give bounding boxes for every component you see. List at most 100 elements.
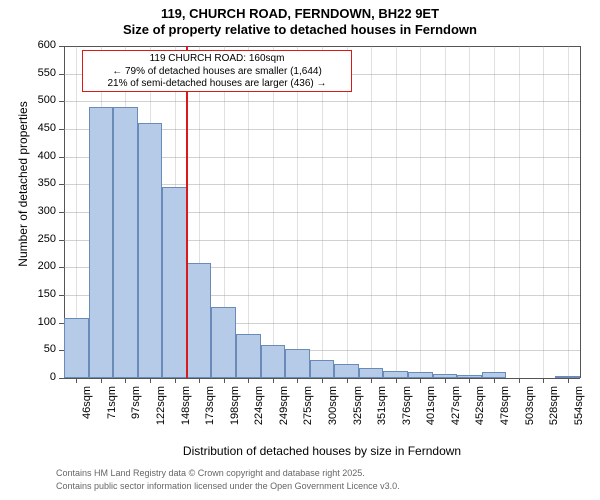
- y-tick-label: 200: [16, 260, 56, 272]
- histogram-bar: [138, 123, 163, 378]
- y-tick: [59, 212, 64, 213]
- x-tick-label: 351sqm: [376, 386, 388, 436]
- y-tick: [59, 295, 64, 296]
- vgridline: [568, 46, 569, 378]
- x-tick-label: 478sqm: [499, 386, 511, 436]
- annotation-line3: 21% of semi-detached houses are larger (…: [89, 78, 345, 91]
- y-tick: [59, 129, 64, 130]
- x-tick-label: 300sqm: [327, 386, 339, 436]
- x-tick-label: 427sqm: [450, 386, 462, 436]
- x-tick-label: 528sqm: [548, 386, 560, 436]
- x-tick-label: 122sqm: [155, 386, 167, 436]
- vgridline: [322, 46, 323, 378]
- x-tick-label: 503sqm: [524, 386, 536, 436]
- axis-right: [580, 46, 581, 378]
- vgridline: [396, 46, 397, 378]
- y-tick: [59, 101, 64, 102]
- histogram-bar: [383, 371, 408, 378]
- property-marker-line: [186, 46, 188, 378]
- vgridline: [519, 46, 520, 378]
- y-tick-label: 550: [16, 67, 56, 79]
- y-tick-label: 250: [16, 233, 56, 245]
- y-tick: [59, 267, 64, 268]
- x-tick: [125, 378, 126, 383]
- x-tick-label: 46sqm: [81, 386, 93, 436]
- y-tick-label: 350: [16, 177, 56, 189]
- y-tick-label: 50: [16, 343, 56, 355]
- vgridline: [347, 46, 348, 378]
- annotation-box: 119 CHURCH ROAD: 160sqm← 79% of detached…: [82, 50, 352, 92]
- vgridline: [445, 46, 446, 378]
- x-tick-label: 452sqm: [474, 386, 486, 436]
- vgridline: [248, 46, 249, 378]
- y-tick-label: 400: [16, 150, 56, 162]
- x-tick: [199, 378, 200, 383]
- y-tick: [59, 378, 64, 379]
- histogram-bar: [236, 334, 261, 378]
- y-tick-label: 600: [16, 39, 56, 51]
- x-tick: [101, 378, 102, 383]
- histogram-bar: [261, 345, 286, 378]
- histogram-bar: [359, 368, 384, 378]
- histogram-bar: [113, 107, 138, 378]
- histogram-bar: [162, 187, 187, 378]
- x-tick-label: 173sqm: [204, 386, 216, 436]
- x-tick: [519, 378, 520, 383]
- annotation-line2: ← 79% of detached houses are smaller (1,…: [89, 66, 345, 79]
- x-tick-label: 148sqm: [180, 386, 192, 436]
- x-tick: [322, 378, 323, 383]
- vgridline: [273, 46, 274, 378]
- y-tick-label: 450: [16, 122, 56, 134]
- x-tick-label: 376sqm: [401, 386, 413, 436]
- x-tick: [224, 378, 225, 383]
- x-tick: [494, 378, 495, 383]
- x-tick: [175, 378, 176, 383]
- x-tick-label: 97sqm: [130, 386, 142, 436]
- y-tick: [59, 74, 64, 75]
- chart-title-line1: 119, CHURCH ROAD, FERNDOWN, BH22 9ET: [0, 6, 600, 21]
- x-tick: [396, 378, 397, 383]
- y-tick-label: 150: [16, 288, 56, 300]
- x-tick: [445, 378, 446, 383]
- y-tick: [59, 46, 64, 47]
- histogram-bar: [64, 318, 89, 378]
- x-tick-label: 554sqm: [573, 386, 585, 436]
- vgridline: [494, 46, 495, 378]
- x-tick-label: 71sqm: [106, 386, 118, 436]
- x-tick: [568, 378, 569, 383]
- x-tick: [371, 378, 372, 383]
- x-tick-label: 249sqm: [278, 386, 290, 436]
- vgridline: [543, 46, 544, 378]
- x-tick: [347, 378, 348, 383]
- y-tick-label: 0: [16, 371, 56, 383]
- x-tick: [150, 378, 151, 383]
- x-tick: [469, 378, 470, 383]
- y-tick: [59, 240, 64, 241]
- histogram-bar: [89, 107, 114, 378]
- x-tick-label: 401sqm: [425, 386, 437, 436]
- vgridline: [469, 46, 470, 378]
- vgridline: [371, 46, 372, 378]
- x-tick: [297, 378, 298, 383]
- y-tick: [59, 157, 64, 158]
- x-tick-label: 325sqm: [352, 386, 364, 436]
- histogram-bar: [285, 349, 310, 378]
- histogram-bar: [187, 263, 212, 378]
- histogram-bar: [310, 360, 335, 378]
- y-tick: [59, 184, 64, 185]
- x-tick: [420, 378, 421, 383]
- chart-container: { "title_line1": "119, CHURCH ROAD, FERN…: [0, 0, 600, 500]
- x-tick: [273, 378, 274, 383]
- histogram-bar: [334, 364, 359, 378]
- attribution-line1: Contains HM Land Registry data © Crown c…: [56, 468, 365, 478]
- x-tick: [543, 378, 544, 383]
- vgridline: [297, 46, 298, 378]
- annotation-line1: 119 CHURCH ROAD: 160sqm: [89, 53, 345, 66]
- x-axis-label: Distribution of detached houses by size …: [64, 444, 580, 458]
- y-tick-label: 300: [16, 205, 56, 217]
- x-tick-label: 224sqm: [253, 386, 265, 436]
- chart-title-line2: Size of property relative to detached ho…: [0, 22, 600, 37]
- vgridline: [420, 46, 421, 378]
- histogram-bar: [211, 307, 236, 378]
- x-tick-label: 198sqm: [229, 386, 241, 436]
